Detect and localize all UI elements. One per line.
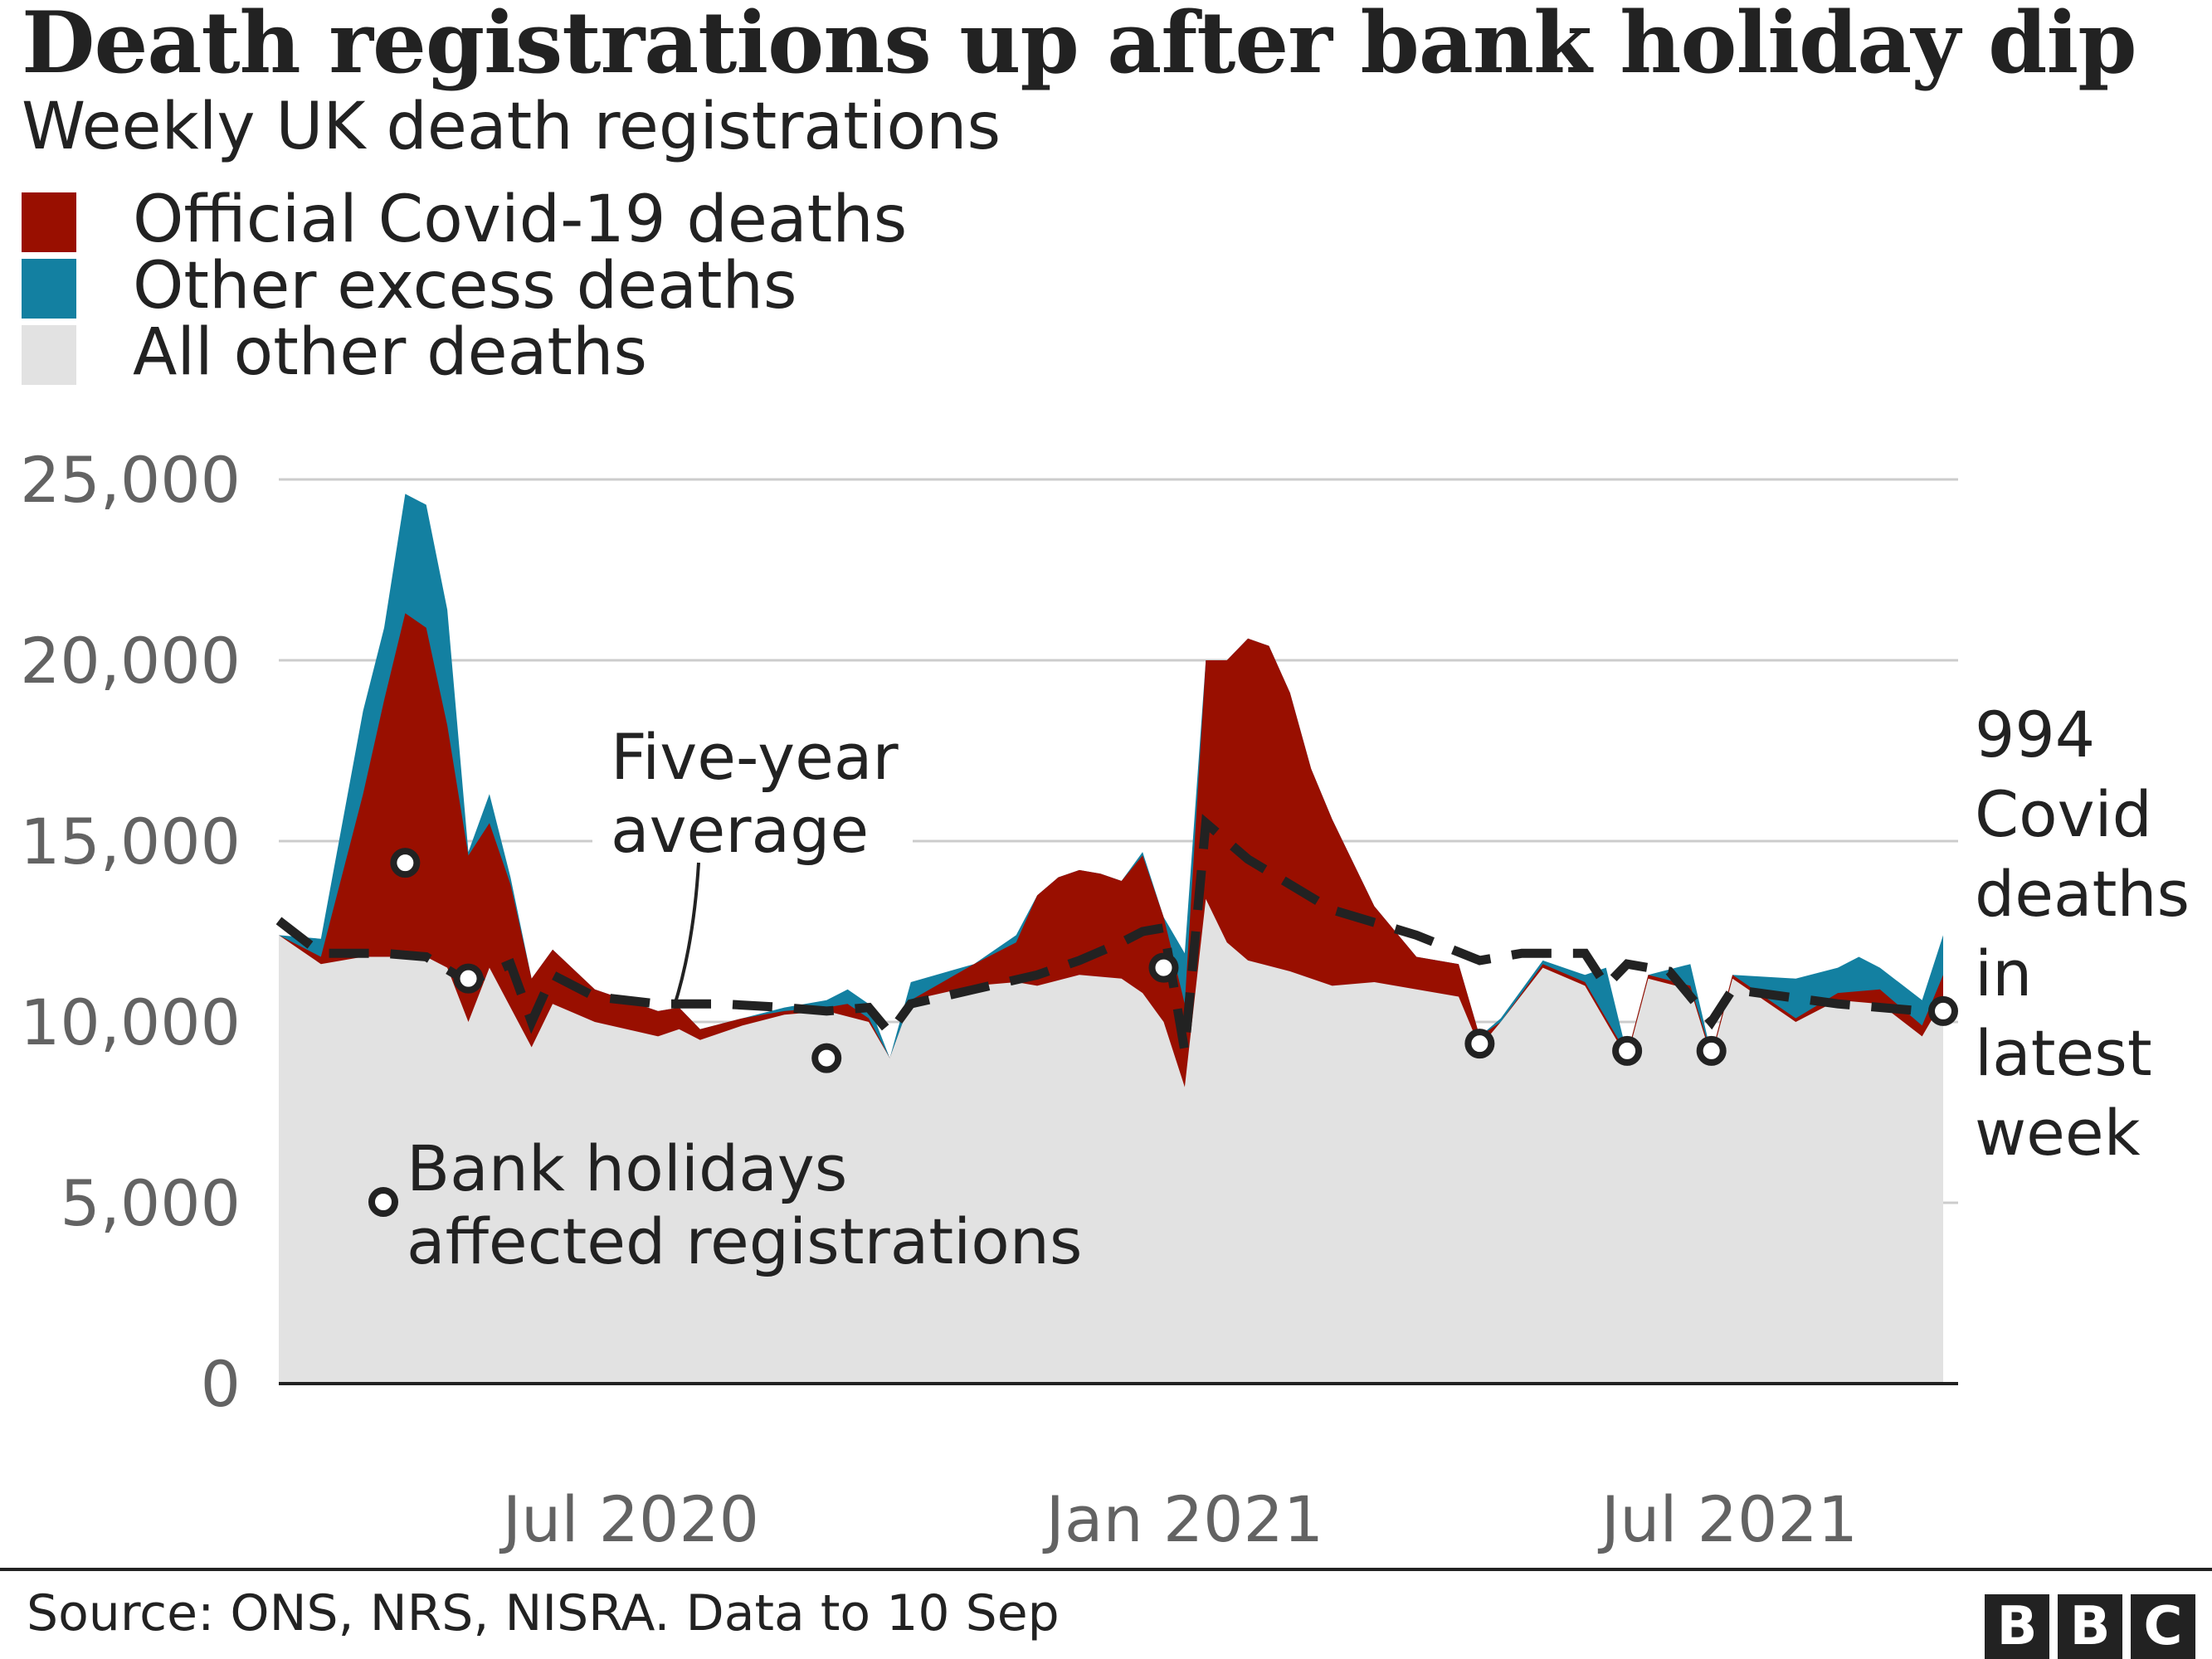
- bank-holiday-legend-marker: [368, 1187, 398, 1217]
- y-axis-tick-labels: 0 5,000 10,000 15,000 20,000 25,000: [20, 443, 241, 1421]
- five-year-average-line: [275, 814, 1945, 1052]
- annotation-latest-line-3: deaths: [1975, 857, 2190, 931]
- annotation-bank-holidays-line-2: affected registrations: [407, 1204, 1083, 1278]
- annotation-latest-week: 994 Covid deaths in latest week: [1975, 698, 2190, 1170]
- annotation-latest-line-1: 994: [1975, 698, 2095, 771]
- bank-holiday-marker: [1612, 1035, 1643, 1066]
- annotation-bank-holidays-line-1: Bank holidays: [407, 1131, 847, 1205]
- annotation-latest-line-6: week: [1975, 1096, 2141, 1170]
- footer-rule: [0, 1568, 2212, 1571]
- chart-subtitle: Weekly UK death registrations: [22, 90, 1001, 164]
- bank-holiday-marker: [811, 1043, 842, 1073]
- y-tick-label: 20,000: [20, 624, 241, 698]
- annotation-latest-line-5: latest: [1975, 1016, 2152, 1090]
- bank-holiday-marker: [1148, 952, 1179, 983]
- y-tick-label: 25,000: [20, 443, 241, 517]
- chart-title: Death registrations up after bank holida…: [22, 0, 2137, 93]
- x-tick-label: Jul 2021: [1598, 1482, 1858, 1556]
- x-axis-tick-labels: Jul 2020 Jan 2021 Jul 2021: [499, 1482, 1858, 1556]
- legend-label-covid: Official Covid-19 deaths: [133, 182, 908, 257]
- annotation-five-year-line-2: average: [611, 793, 869, 867]
- stacked-areas: [279, 494, 1943, 1384]
- bbc-logo: B B C: [1985, 1594, 2195, 1659]
- x-tick-label: Jul 2020: [499, 1482, 759, 1556]
- bank-holiday-marker: [1464, 1029, 1495, 1059]
- source-note: Source: ONS, NRS, NISRA. Data to 10 Sep: [27, 1584, 1060, 1642]
- legend-swatch-covid: [22, 192, 76, 252]
- bbc-logo-letter-3: C: [2131, 1594, 2195, 1659]
- legend-swatch-other: [22, 325, 76, 385]
- annotation-bank-holidays: Bank holidays affected registrations: [368, 1131, 1083, 1278]
- annotation-latest-line-4: in: [1975, 937, 2032, 1010]
- annotation-latest-line-2: Covid: [1975, 777, 2152, 851]
- annotation-five-year-average: Five-year average: [592, 720, 913, 1009]
- y-tick-label: 5,000: [60, 1166, 241, 1240]
- area-all-other-deaths: [279, 898, 1943, 1384]
- bank-holiday-marker: [1928, 995, 1958, 1026]
- annotation-five-year-line-1: Five-year: [611, 720, 899, 794]
- bbc-logo-letter-1: B: [1985, 1594, 2049, 1659]
- bank-holiday-marker: [390, 848, 421, 878]
- y-tick-label: 15,000: [20, 805, 241, 878]
- bbc-logo-letter-2: B: [2058, 1594, 2122, 1659]
- legend-label-excess: Other excess deaths: [133, 249, 797, 324]
- legend-swatch-excess: [22, 259, 76, 319]
- x-tick-label: Jan 2021: [1043, 1482, 1324, 1556]
- bank-holiday-markers: [390, 848, 1958, 1073]
- legend-label-other: All other deaths: [133, 315, 648, 390]
- y-tick-label: 0: [201, 1347, 241, 1421]
- bank-holiday-marker: [1696, 1035, 1727, 1066]
- annotation-five-year-leader: [672, 862, 700, 1009]
- bank-holiday-marker: [453, 963, 484, 994]
- y-tick-label: 10,000: [20, 985, 241, 1059]
